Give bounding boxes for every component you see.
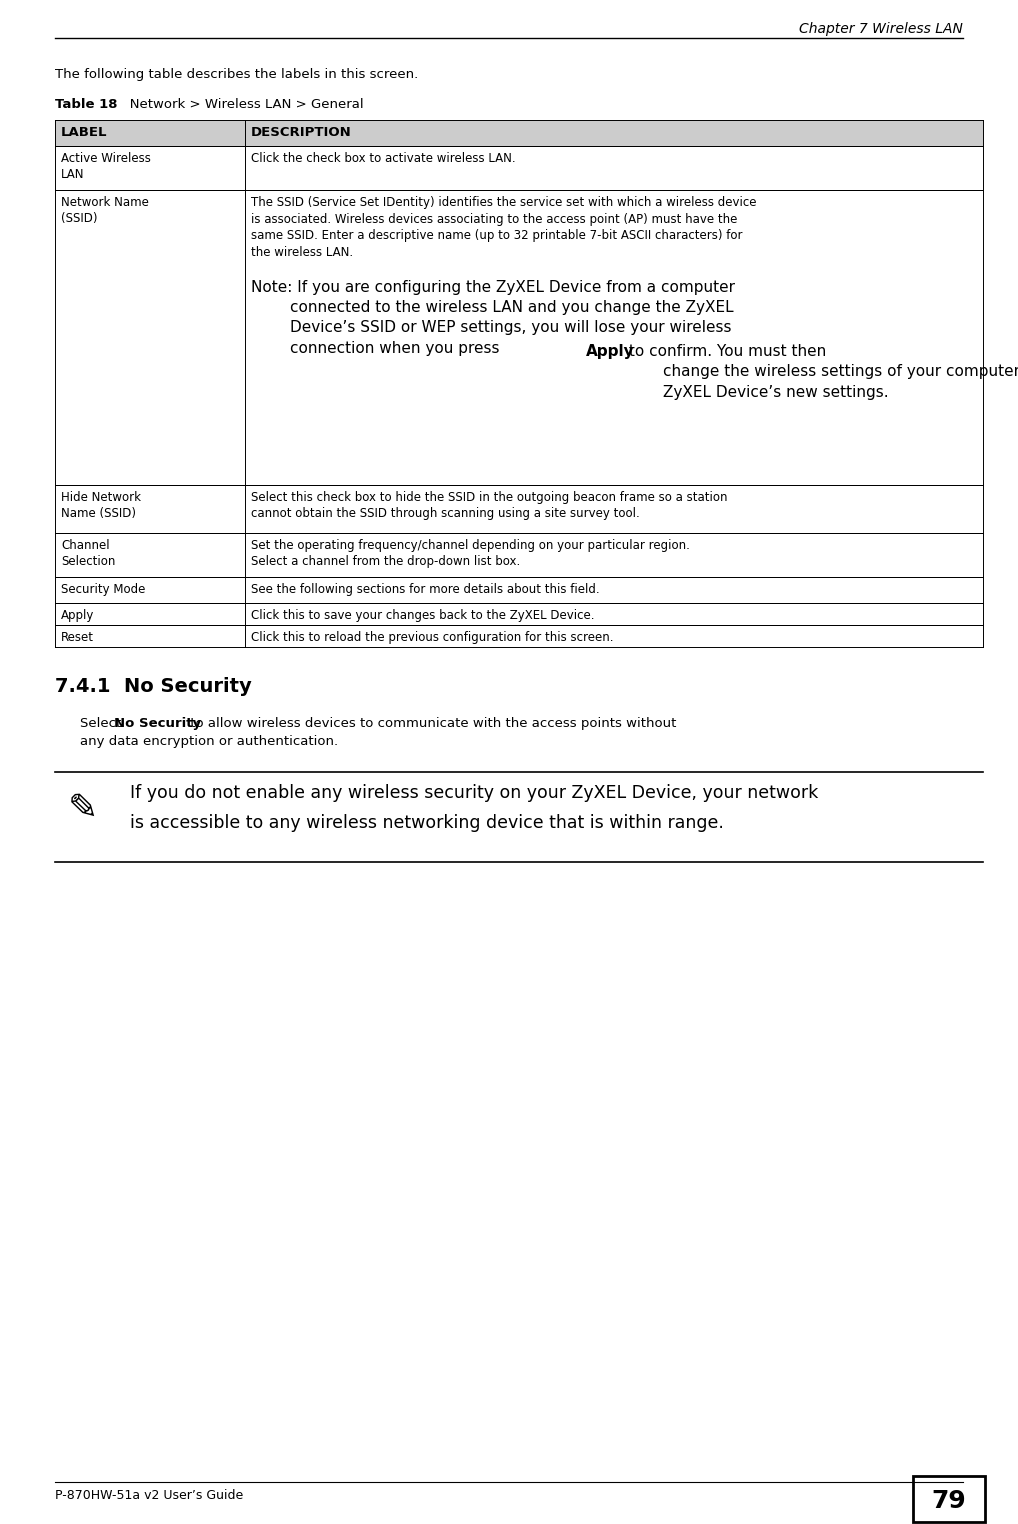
Text: Apply: Apply: [61, 610, 95, 622]
Text: 7.4.1  No Security: 7.4.1 No Security: [55, 677, 251, 696]
Text: Network Name
(SSID): Network Name (SSID): [61, 197, 149, 226]
Text: Security Mode: Security Mode: [61, 584, 146, 596]
Bar: [55, 533, 983, 578]
Text: Click the check box to activate wireless LAN.: Click the check box to activate wireless…: [251, 152, 516, 165]
Text: Table 18: Table 18: [55, 98, 117, 111]
Bar: [55, 146, 983, 190]
Text: Network > Wireless LAN > General: Network > Wireless LAN > General: [117, 98, 363, 111]
Bar: [55, 120, 983, 146]
Text: connected to the wireless LAN and you change the ZyXEL
        Device’s SSID or : connected to the wireless LAN and you ch…: [251, 300, 734, 355]
Text: Click this to reload the previous configuration for this screen.: Click this to reload the previous config…: [251, 631, 614, 645]
Text: The following table describes the labels in this screen.: The following table describes the labels…: [55, 69, 418, 81]
Text: Reset: Reset: [61, 631, 94, 645]
Text: Apply: Apply: [586, 344, 635, 360]
Text: Select: Select: [80, 716, 125, 730]
Text: any data encryption or authentication.: any data encryption or authentication.: [80, 735, 338, 748]
Text: 79: 79: [931, 1489, 966, 1513]
Text: Select this check box to hide the SSID in the outgoing beacon frame so a station: Select this check box to hide the SSID i…: [251, 491, 728, 521]
Bar: [55, 604, 983, 625]
Text: Chapter 7 Wireless LAN: Chapter 7 Wireless LAN: [799, 21, 963, 37]
Text: P-870HW-51a v2 User’s Guide: P-870HW-51a v2 User’s Guide: [55, 1489, 243, 1503]
Text: DESCRIPTION: DESCRIPTION: [251, 126, 352, 139]
Text: LABEL: LABEL: [61, 126, 108, 139]
Text: Channel
Selection: Channel Selection: [61, 539, 115, 568]
Text: to confirm. You must then
        change the wireless settings of your computer : to confirm. You must then change the wir…: [624, 344, 1018, 399]
Text: The SSID (Service Set IDentity) identifies the service set with which a wireless: The SSID (Service Set IDentity) identifi…: [251, 197, 756, 259]
Text: Active Wireless
LAN: Active Wireless LAN: [61, 152, 151, 181]
Bar: [55, 485, 983, 533]
Text: to allow wireless devices to communicate with the access points without: to allow wireless devices to communicate…: [186, 716, 676, 730]
Bar: [55, 625, 983, 648]
Bar: [913, 1477, 985, 1522]
Text: ✎: ✎: [68, 792, 99, 826]
Text: No Security: No Security: [114, 716, 202, 730]
Text: If you do not enable any wireless security on your ZyXEL Device, your network: If you do not enable any wireless securi…: [130, 783, 818, 802]
Text: See the following sections for more details about this field.: See the following sections for more deta…: [251, 584, 600, 596]
Text: is accessible to any wireless networking device that is within range.: is accessible to any wireless networking…: [130, 814, 724, 832]
Text: Hide Network
Name (SSID): Hide Network Name (SSID): [61, 491, 142, 520]
Bar: [55, 578, 983, 604]
Text: Click this to save your changes back to the ZyXEL Device.: Click this to save your changes back to …: [251, 610, 595, 622]
Text: Note: If you are configuring the ZyXEL Device from a computer: Note: If you are configuring the ZyXEL D…: [251, 280, 735, 296]
Text: Set the operating frequency/channel depending on your particular region.
Select : Set the operating frequency/channel depe…: [251, 539, 690, 568]
Bar: [55, 190, 983, 485]
